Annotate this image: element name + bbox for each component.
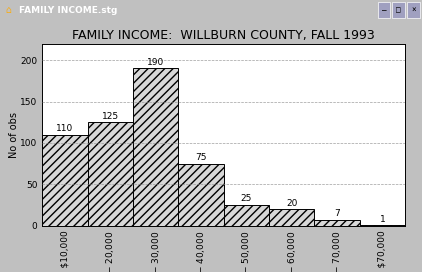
Bar bbox=[179, 164, 224, 226]
Bar bbox=[314, 220, 360, 226]
FancyBboxPatch shape bbox=[378, 2, 390, 18]
Bar bbox=[224, 205, 269, 226]
Text: FAMILY INCOME.stg: FAMILY INCOME.stg bbox=[19, 6, 117, 15]
Text: ⌂: ⌂ bbox=[5, 5, 11, 15]
Bar bbox=[269, 209, 314, 226]
Text: –: – bbox=[382, 6, 386, 15]
Text: 7: 7 bbox=[334, 209, 340, 218]
Text: 20: 20 bbox=[286, 199, 298, 208]
Bar bbox=[133, 68, 179, 226]
Text: 190: 190 bbox=[147, 58, 164, 67]
Text: ×: × bbox=[411, 6, 416, 15]
Title: FAMILY INCOME:  WILLBURN COUNTY, FALL 1993: FAMILY INCOME: WILLBURN COUNTY, FALL 199… bbox=[72, 29, 375, 42]
FancyBboxPatch shape bbox=[407, 2, 420, 18]
FancyBboxPatch shape bbox=[392, 2, 405, 18]
Text: 1: 1 bbox=[379, 215, 385, 224]
Text: 75: 75 bbox=[195, 153, 207, 162]
Text: 25: 25 bbox=[241, 194, 252, 203]
Y-axis label: No of obs: No of obs bbox=[9, 112, 19, 158]
Bar bbox=[360, 225, 405, 226]
Text: 125: 125 bbox=[102, 112, 119, 120]
Bar bbox=[88, 122, 133, 226]
Text: □: □ bbox=[397, 6, 401, 15]
Bar bbox=[42, 135, 88, 226]
Text: 110: 110 bbox=[56, 124, 73, 133]
